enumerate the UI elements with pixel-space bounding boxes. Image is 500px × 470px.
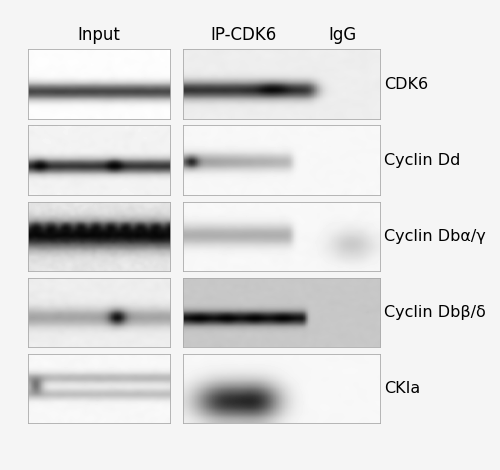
Text: IgG: IgG: [328, 26, 356, 44]
Text: CDK6: CDK6: [384, 77, 428, 92]
Text: CKIa: CKIa: [384, 381, 420, 396]
Text: Cyclin Dd: Cyclin Dd: [384, 153, 460, 168]
Text: Cyclin Dbβ/δ: Cyclin Dbβ/δ: [384, 305, 486, 320]
Text: Input: Input: [78, 26, 120, 44]
Text: IP-CDK6: IP-CDK6: [210, 26, 277, 44]
Text: Cyclin Dbα/γ: Cyclin Dbα/γ: [384, 229, 486, 244]
